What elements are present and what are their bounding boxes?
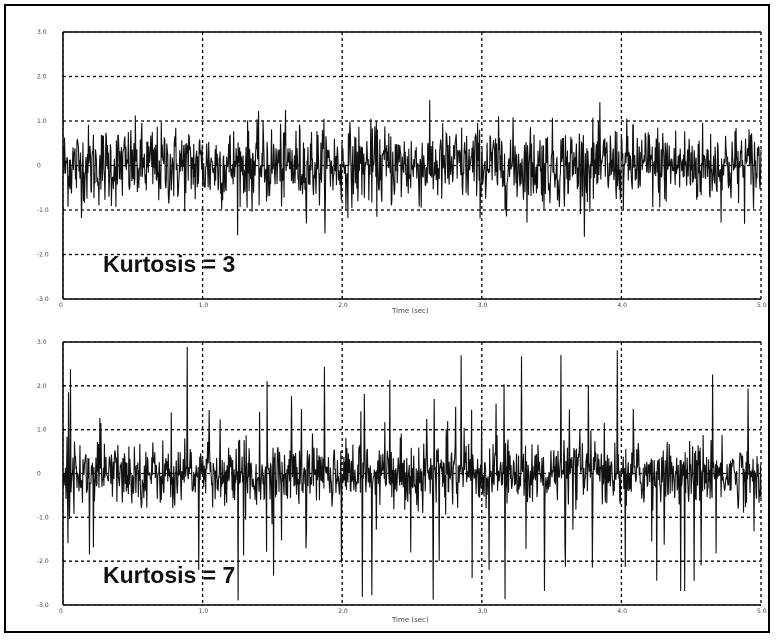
- kurtosis-label: Kurtosis = 7: [103, 562, 235, 588]
- x-tick-label: 1.0: [199, 302, 209, 309]
- y-tick-label: 3.0: [37, 339, 47, 346]
- signal-line: [62, 99, 762, 237]
- y-tick-label: 3.0: [37, 29, 47, 36]
- x-axis-label: Time (sec): [391, 616, 429, 624]
- y-tick-label: -1.0: [37, 207, 49, 214]
- y-tick-label: -3.0: [37, 602, 49, 609]
- x-tick-label: 1.0: [199, 608, 209, 615]
- y-tick-label: 1.0: [37, 427, 47, 434]
- y-tick-label: 1.0: [37, 118, 47, 125]
- x-tick-label: 4.0: [617, 302, 627, 309]
- figure-frame: [4, 4, 770, 633]
- x-tick-label: 5.0: [757, 608, 767, 615]
- x-tick-label: 2.0: [338, 608, 348, 615]
- y-tick-label: 2.0: [37, 383, 47, 390]
- y-tick-label: -3.0: [37, 296, 49, 303]
- x-tick-label: 3.0: [478, 608, 488, 615]
- chart-panel-1: 3.0 2.0 1.0 0 -1.0 -2.0 -3.0 0 1.0 2.0 3.0 4.0 5.0 Ku…: [37, 29, 767, 315]
- kurtosis-label: Kurtosis = 3: [103, 251, 235, 277]
- y-tick-label: 0: [37, 163, 41, 170]
- y-tick-label: -1.0: [37, 514, 49, 521]
- x-tick-label: 0: [59, 302, 63, 309]
- y-tick-label: 2.0: [37, 74, 47, 81]
- x-tick-label: 3.0: [478, 302, 488, 309]
- chart-panel-2: 3.0 2.0 1.0 0 -1.0 -2.0 -3.0 0 1.0 2.0 3.0 4.0 5.0 Ku…: [37, 339, 767, 624]
- y-tick-label: -2.0: [37, 558, 49, 565]
- signal-line: [62, 346, 762, 601]
- x-axis-label: Time (sec): [391, 307, 429, 315]
- x-tick-label: 4.0: [617, 608, 627, 615]
- y-tick-label: -2.0: [37, 252, 49, 259]
- x-tick-label: 5.0: [757, 302, 767, 309]
- y-tick-label: 0: [37, 471, 41, 478]
- x-tick-label: 2.0: [338, 302, 348, 309]
- x-tick-label: 0: [59, 608, 63, 615]
